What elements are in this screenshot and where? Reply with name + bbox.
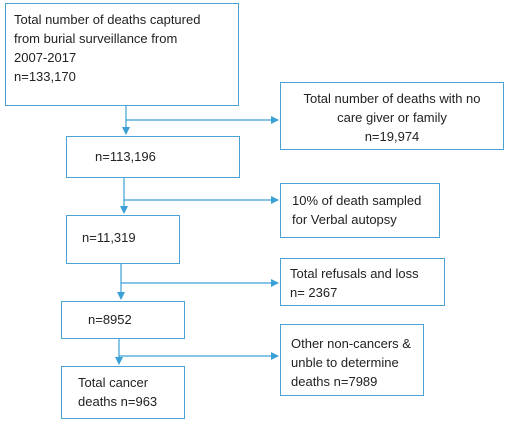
node-remaining-1-line-1: n=113,196 [95,149,156,164]
node-refusals-line-2: n= 2367 [290,285,338,300]
node-sampled: 10% of death sampled for Verbal autopsy [280,183,440,238]
node-total-deaths-line-4: n=133,170 [14,69,76,84]
node-total-deaths-line-1: Total number of deaths captured [14,12,201,27]
node-non-cancer-line-1: Other non-cancers & [291,336,411,351]
node-no-caregiver-line-1: Total number of deaths with no [303,91,481,106]
node-non-cancer-line-3: deaths n=7989 [291,374,378,389]
node-no-caregiver-line-3: n=19,974 [364,129,420,144]
node-total-deaths-line-3: 2007-2017 [14,50,77,65]
node-refusals: Total refusals and loss n= 2367 [280,258,445,306]
node-cancer: Total cancer deaths n=963 [61,366,185,419]
node-non-cancer: Other non-cancers & unble to determine d… [280,324,424,396]
node-remaining-3: n=8952 [61,301,185,339]
node-remaining-3-line-1: n=8952 [88,312,132,327]
node-remaining-2: n=11,319 [66,215,180,264]
node-remaining-1: n=113,196 [66,136,240,178]
node-cancer-line-2: deaths n=963 [78,394,158,409]
node-refusals-line-1: Total refusals and loss [290,266,419,281]
node-total-deaths: Total number of deaths captured from bur… [5,3,239,106]
node-sampled-line-2: for Verbal autopsy [292,212,397,227]
node-non-cancer-line-2: unble to determine [291,355,399,370]
node-total-deaths-line-2: from burial surveillance from [14,31,178,46]
node-sampled-line-1: 10% of death sampled [292,193,422,208]
node-remaining-2-line-1: n=11,319 [82,230,136,245]
node-cancer-line-1: Total cancer [78,375,149,390]
node-no-caregiver: Total number of deaths with no care give… [280,82,504,150]
node-no-caregiver-line-2: care giver or family [337,110,447,125]
